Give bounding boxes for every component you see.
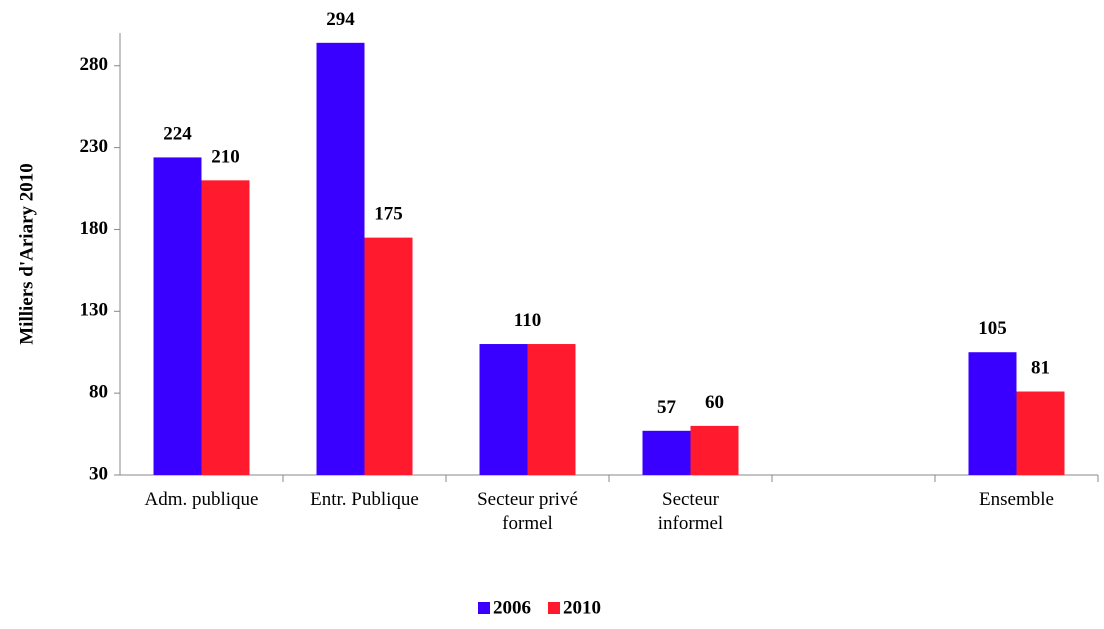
bar xyxy=(201,180,250,476)
bar xyxy=(364,237,413,475)
legend-swatch xyxy=(478,602,490,614)
legend-swatch xyxy=(548,602,560,614)
bar xyxy=(153,157,202,476)
y-tick-label: 230 xyxy=(80,136,109,157)
bar xyxy=(527,344,576,475)
y-tick-label: 130 xyxy=(80,300,109,321)
y-tick-label: 80 xyxy=(89,382,108,403)
bar xyxy=(316,42,365,475)
y-axis-label: Milliers d'Ariary 2010 xyxy=(16,163,37,345)
bar xyxy=(1016,391,1065,475)
bar xyxy=(642,430,691,475)
y-tick-label: 280 xyxy=(80,54,109,75)
x-tick-label: Ensemble xyxy=(979,489,1054,510)
value-label: 57 xyxy=(657,397,677,418)
x-tick-label: Secteur privé formel xyxy=(477,489,578,534)
value-label: 294 xyxy=(326,9,355,30)
y-tick-label: 30 xyxy=(89,463,108,484)
x-tick-label: Entr. Publique xyxy=(310,489,419,510)
value-label: 60 xyxy=(705,392,724,413)
legend-label: 2010 xyxy=(563,597,601,618)
bar xyxy=(690,425,739,475)
value-label: 210 xyxy=(211,146,240,167)
value-label: 175 xyxy=(374,204,403,225)
bar xyxy=(968,352,1017,475)
value-label: 110 xyxy=(514,310,541,331)
x-tick-label: Adm. publique xyxy=(145,489,259,510)
bar xyxy=(479,344,528,475)
x-tick-label: Secteur informel xyxy=(658,489,723,534)
value-label: 224 xyxy=(163,123,192,144)
y-tick-label: 180 xyxy=(80,218,109,239)
value-label: 105 xyxy=(978,318,1007,339)
value-label: 81 xyxy=(1031,358,1050,379)
legend-label: 2006 xyxy=(493,597,531,618)
